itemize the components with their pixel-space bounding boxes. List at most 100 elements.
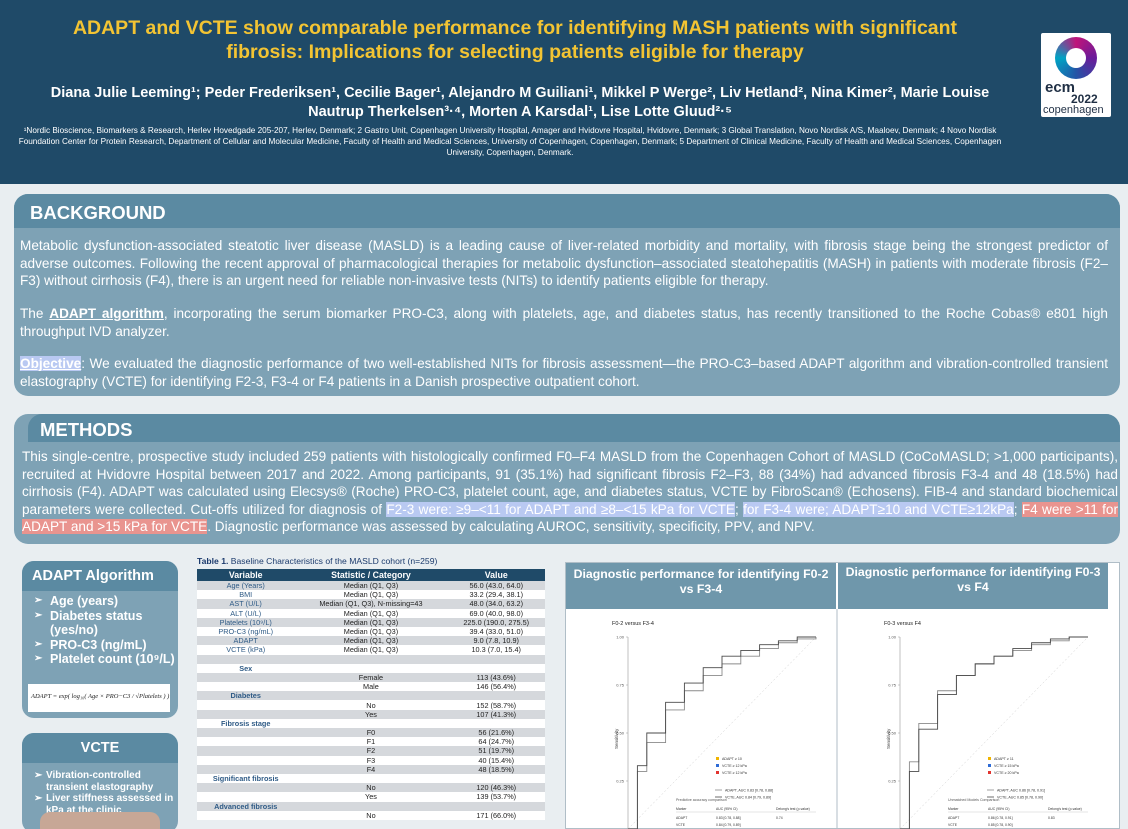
curve-legend-label: VCTE, AUC 0.84 [0.79, 0.89]	[725, 796, 771, 800]
table-cell	[197, 728, 295, 738]
table-row: BMI Median (Q1, Q3) 33.2 (29.4, 38.1)	[197, 590, 545, 600]
adapt-input-item: Platelet count (10⁹/L)	[34, 652, 176, 667]
methods-paragraph: This single-centre, prospective study in…	[22, 448, 1118, 536]
roc-curve-vcte	[628, 636, 816, 829]
comparison-header-cell: Marker	[676, 807, 687, 811]
table-cell	[447, 663, 545, 673]
table-cell	[197, 810, 295, 820]
table-cell: 40 (15.4%)	[447, 755, 545, 765]
table-cell: Median (Q1, Q3)	[294, 581, 448, 591]
table-cell: VCTE (kPa)	[197, 645, 295, 655]
table-cell	[197, 764, 295, 774]
curve-legend-label: VCTE, AUC 0.85 [0.78, 0.90]	[997, 796, 1043, 800]
table-row: No 152 (58.7%)	[197, 700, 545, 710]
vcte-description-list: Vibration-controlled transient elastogra…	[34, 770, 176, 816]
table-cell: 48.0 (34.0, 63.2)	[447, 599, 545, 609]
table-row: Age (Years) Median (Q1, Q3) 56.0 (43.0, 64…	[197, 581, 545, 591]
roc-tick-label: 0.50	[888, 731, 897, 736]
table-cell: Median (Q1, Q3)	[294, 645, 448, 655]
table-row: No 171 (66.0%)	[197, 810, 545, 820]
table-caption-text: Baseline Characteristics of the MASLD co…	[228, 556, 438, 566]
table-cell: 56 (21.6%)	[447, 728, 545, 738]
roc-ylabel: Sensitivity	[886, 728, 891, 749]
table-cell	[447, 718, 545, 728]
roc-tick-label: 0.50	[616, 731, 625, 736]
roc-tick-label: 1.00	[616, 635, 625, 640]
table-cell	[197, 700, 295, 710]
title-line-1: ADAPT and VCTE show comparable performan…	[72, 17, 958, 39]
table-cell: 56.0 (43.0, 64.0)	[447, 581, 545, 591]
ecm-logo: ecm 2022 copenhagen	[1041, 33, 1111, 117]
cutoff-legend-label: ADAPT ≥ 10	[722, 757, 742, 761]
table-row: VCTE (kPa) Median (Q1, Q3) 10.3 (7.0, 15.4…	[197, 645, 545, 655]
table-cell: F1	[294, 737, 448, 747]
title-line-2: fibrosis: Implications for selecting pat…	[226, 41, 804, 63]
table-caption: Table 1. Baseline Characteristics of the…	[197, 555, 547, 567]
table-cell	[197, 709, 295, 719]
table-cell: 225.0 (190.0, 275.5)	[447, 617, 545, 627]
table-cell: Median (Q1, Q3)	[294, 626, 448, 637]
table-cell: 69.0 (40.0, 98.0)	[447, 608, 545, 618]
roc-right-title: Diagnostic performance for identifying F…	[838, 563, 1108, 609]
poster-title: ADAPT and VCTE show comparable performan…	[20, 16, 1010, 64]
roc-tick-label: 0.75	[616, 683, 625, 688]
table-row: F1 64 (24.7%)	[197, 737, 545, 747]
table-cell: Male	[294, 682, 448, 692]
comparison-table-title: Unmatched Models Comparison	[948, 798, 999, 802]
table-cell: 171 (66.0%)	[447, 810, 545, 820]
methods-title: METHODS	[28, 414, 1120, 442]
table-cell: F3	[294, 755, 448, 765]
background-paragraph-1: Metabolic dysfunction-associated steatot…	[20, 238, 1108, 288]
cutoff-legend-label: VCTE ≥ 12 kPa	[722, 771, 747, 775]
table-cell: 107 (41.3%)	[447, 709, 545, 719]
cutoff-f3-4: for F3-4 were; ADAPT≥10 and VCTE≥12kPa	[743, 501, 1014, 517]
comparison-cell: VCTE	[676, 823, 686, 827]
authors-line-2: Nautrup Therkelsen³·⁴, Morten A Karsdal¹…	[308, 104, 732, 120]
vcte-item: Liver stiffness assessed in kPa at the c…	[34, 793, 176, 816]
table-row: Yes 139 (53.7%)	[197, 792, 545, 802]
table-cell: Significant fibrosis	[197, 773, 295, 784]
cutoff-point-marker	[988, 764, 991, 767]
table-header-cell: Variable	[197, 569, 295, 581]
roc-tick-label: 0.25	[888, 779, 897, 784]
table-cell	[447, 691, 545, 701]
table-cell: 139 (53.7%)	[447, 792, 545, 802]
logo-ring-icon	[1055, 37, 1097, 79]
vcte-item: Vibration-controlled transient elastogra…	[34, 770, 176, 793]
roc-left-title: Diagnostic performance for identifying F…	[566, 563, 836, 609]
cutoff-legend-label: VCTE ≥ 12 kPa	[722, 764, 747, 768]
table-row: Advanced fibrosis	[197, 801, 545, 811]
table-row: Diabetes	[197, 691, 545, 701]
comparison-cell: VCTE	[948, 823, 958, 827]
table-cell: Yes	[294, 792, 448, 802]
methods-text-4: . Diagnostic performance was assessed by…	[207, 519, 815, 534]
cutoff-point-marker	[716, 764, 719, 767]
table-cell: 51 (19.7%)	[447, 746, 545, 756]
cutoff-legend-label: VCTE ≥ 20 kPa	[994, 771, 1019, 775]
roc-tick-label: 0.25	[616, 779, 625, 784]
table-header-cell: Statistic / Category	[294, 569, 448, 581]
table-row: Platelets (10⁹/L) Median (Q1, Q3) 225.0 (1…	[197, 617, 545, 627]
table-cell	[294, 718, 448, 728]
comparison-header-cell: AUC (95% CI)	[988, 807, 1009, 811]
table-cell: 10.3 (7.0, 15.4)	[447, 645, 545, 655]
table-row: F3 40 (15.4%)	[197, 755, 545, 765]
comparison-header-cell: Delong's test (p-value)	[776, 807, 810, 811]
roc-diagonal	[627, 636, 817, 829]
table-cell: Age (Years)	[197, 581, 295, 591]
table-row: Significant fibrosis	[197, 773, 545, 784]
table-cell	[447, 654, 545, 664]
table-cell	[197, 682, 295, 692]
poster-header: ADAPT and VCTE show comparable performan…	[0, 0, 1128, 184]
table-cell: BMI	[197, 590, 295, 600]
table-cell: 152 (58.7%)	[447, 700, 545, 710]
adapt-algorithm-link[interactable]: ADAPT algorithm	[49, 306, 164, 321]
comparison-cell: 0.74	[776, 816, 783, 820]
adapt-formula: ADAPT = exp( log₁₀( Age × PRO−C3 / √Plat…	[28, 684, 170, 712]
cutoff-point-marker	[716, 757, 719, 760]
comparison-header-cell: AUC (95% CI)	[716, 807, 737, 811]
table-caption-label: Table 1.	[197, 556, 229, 566]
table-cell: Advanced fibrosis	[197, 801, 295, 811]
baseline-table-area: Table 1. Baseline Characteristics of the…	[197, 555, 547, 829]
table-row: Sex	[197, 663, 545, 673]
